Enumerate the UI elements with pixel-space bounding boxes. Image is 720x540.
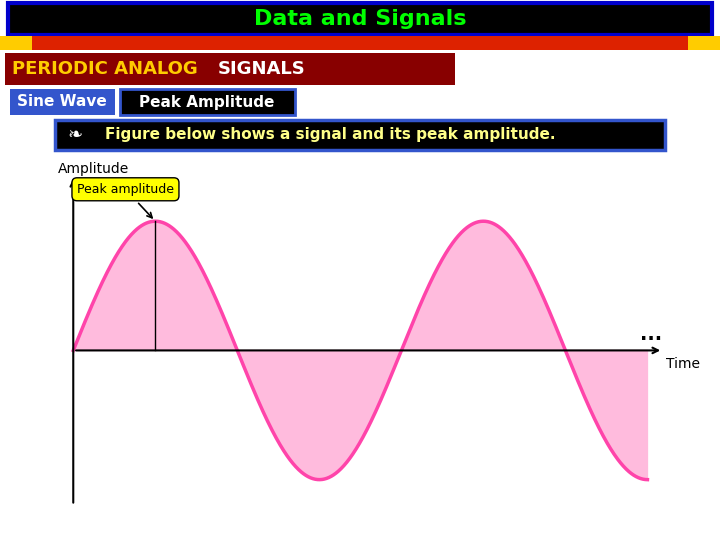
FancyBboxPatch shape [8, 3, 712, 35]
Text: ...: ... [639, 325, 662, 344]
FancyBboxPatch shape [5, 53, 455, 85]
Text: Amplitude: Amplitude [58, 162, 129, 176]
Text: Time: Time [666, 357, 700, 371]
Text: Figure below shows a signal and its peak amplitude.: Figure below shows a signal and its peak… [105, 127, 556, 143]
Text: SIGNALS: SIGNALS [218, 60, 306, 78]
FancyBboxPatch shape [55, 120, 665, 150]
Text: ❧: ❧ [68, 126, 83, 144]
Text: Sine Wave: Sine Wave [17, 94, 107, 110]
FancyBboxPatch shape [10, 89, 115, 115]
Text: Peak amplitude: Peak amplitude [77, 183, 174, 218]
FancyBboxPatch shape [0, 36, 720, 50]
Text: Peak Amplitude: Peak Amplitude [139, 94, 275, 110]
FancyBboxPatch shape [0, 36, 32, 50]
FancyBboxPatch shape [688, 36, 720, 50]
Text: Data and Signals: Data and Signals [253, 9, 467, 29]
Text: PERIODIC ANALOG: PERIODIC ANALOG [12, 60, 204, 78]
FancyBboxPatch shape [120, 89, 295, 115]
